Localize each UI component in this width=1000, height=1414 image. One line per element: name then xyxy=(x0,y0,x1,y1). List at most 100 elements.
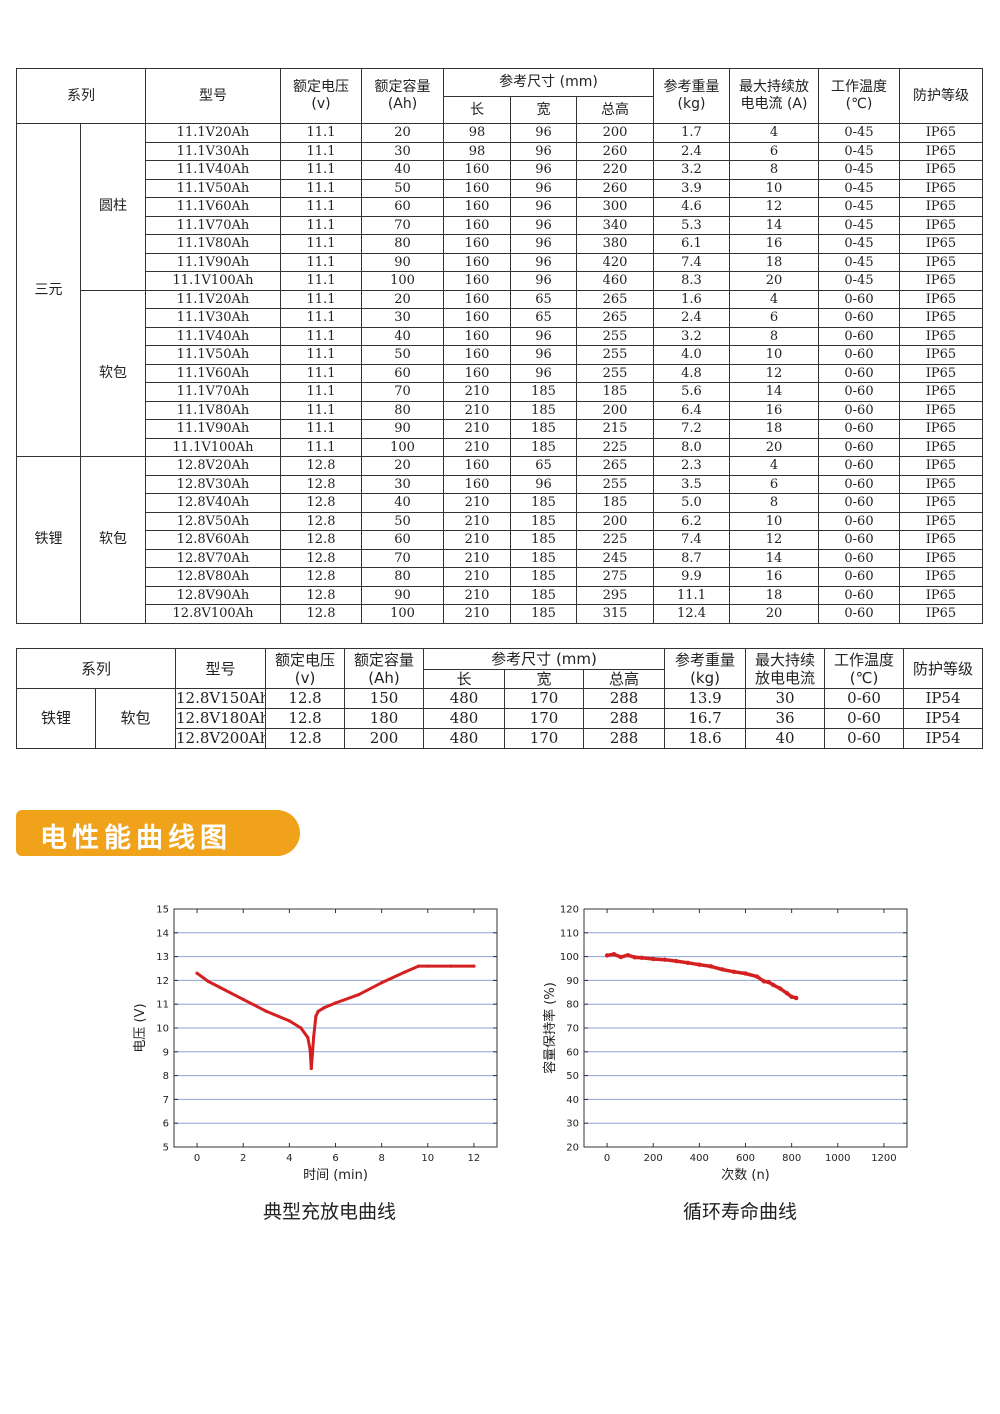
table-row: 11.1V90Ah 11.1 90 210 185 215 7.2 18 0-60 IP65 xyxy=(17,419,983,439)
table-cell: 16 xyxy=(729,234,819,254)
table-cell: 200 xyxy=(576,400,654,420)
table-cell: 288 xyxy=(583,688,666,709)
group-ternary: 三元 xyxy=(16,123,81,457)
table-cell: 20 xyxy=(729,604,819,624)
table-cell: 11.1V90Ah xyxy=(145,419,281,439)
table-cell: 11.1 xyxy=(280,437,362,457)
table-cell: 16 xyxy=(729,400,819,420)
table-cell: 11.1V70Ah xyxy=(145,382,281,402)
group-lfp-pouch: 软包 xyxy=(80,456,146,624)
table-cell: 96 xyxy=(510,123,577,143)
table-cell: 4 xyxy=(729,123,819,143)
table-cell: 96 xyxy=(510,252,577,272)
data-point xyxy=(306,1035,310,1040)
table-cell: 185 xyxy=(510,548,577,568)
table-cell: 20 xyxy=(361,456,444,476)
data-point xyxy=(662,957,667,962)
table-cell: IP65 xyxy=(899,123,983,143)
y-tick-label: 15 xyxy=(156,905,169,916)
table-cell: 10 xyxy=(729,345,819,365)
table-cell: 0-60 xyxy=(818,493,900,513)
y-tick-label: 50 xyxy=(566,1071,579,1082)
table-cell: 12.8 xyxy=(280,567,362,587)
header-voltage: 额定电压 (v) xyxy=(280,68,362,124)
header-weight: 参考重量 (kg) xyxy=(664,648,747,689)
table-cell: 0-45 xyxy=(818,123,900,143)
y-tick-label: 100 xyxy=(560,952,579,963)
table-cell: 12.8 xyxy=(265,708,346,729)
x-tick-label: 0 xyxy=(194,1153,200,1164)
x-tick-label: 200 xyxy=(644,1153,663,1164)
table-cell: 160 xyxy=(443,456,511,476)
table-cell: 4 xyxy=(729,289,819,309)
data-point xyxy=(651,956,656,962)
table-cell: 265 xyxy=(576,308,654,328)
table-cell: IP65 xyxy=(899,308,983,328)
table-cell: 185 xyxy=(510,382,577,402)
table-cell: 16 xyxy=(729,567,819,587)
table-cell: 220 xyxy=(576,160,654,180)
series-line xyxy=(195,964,476,1070)
data-point xyxy=(316,1009,320,1013)
header-height: 总高 xyxy=(583,669,666,689)
table-cell: 90 xyxy=(361,585,444,605)
header-weight: 参考重量 (kg) xyxy=(653,68,730,124)
table-cell: 180 xyxy=(344,708,425,729)
table-cell: 160 xyxy=(443,178,511,198)
table-cell: 0-60 xyxy=(818,530,900,550)
table-cell: 185 xyxy=(510,437,577,457)
table-cell: 0-45 xyxy=(818,141,900,161)
table-cell: 11.1V40Ah xyxy=(145,326,281,346)
table-cell: 65 xyxy=(510,289,577,309)
table-cell: 0-60 xyxy=(818,363,900,383)
table-cell: 60 xyxy=(361,197,444,217)
table-cell: 185 xyxy=(576,493,654,513)
x-tick-label: 600 xyxy=(736,1153,755,1164)
table-cell: 0-60 xyxy=(818,474,900,494)
table-cell: 160 xyxy=(443,234,511,254)
table-cell: 6 xyxy=(729,141,819,161)
table-cell: IP65 xyxy=(899,548,983,568)
y-axis-title: 容量保持率 (%) xyxy=(542,982,558,1074)
table-row: 11.1V80Ah 11.1 80 160 96 380 6.1 16 0-45 IP65 xyxy=(17,234,983,254)
section-title: 电性能曲线图 xyxy=(40,823,232,854)
table-cell: 0-60 xyxy=(818,548,900,568)
table-cell: 12.8V50Ah xyxy=(145,511,281,531)
table-cell: 11.1 xyxy=(280,345,362,365)
table-cell: 5.3 xyxy=(653,215,730,235)
table-cell: 11.1 xyxy=(280,141,362,161)
table-cell: 255 xyxy=(576,363,654,383)
table-row: 11.1V40Ah 11.1 40 160 96 220 3.2 8 0-45 IP65 xyxy=(17,160,983,180)
data-point xyxy=(789,994,794,1000)
table-cell: 18 xyxy=(729,252,819,272)
table-row: 12.8V60Ah 12.8 60 210 185 225 7.4 12 0-60 IP65 xyxy=(17,530,983,550)
table-row: 11.1V100Ah 11.1 100 160 96 460 8.3 20 0-45 IP65 xyxy=(17,271,983,291)
table-cell: 100 xyxy=(361,604,444,624)
table-cell: 12.8V40Ah xyxy=(145,493,281,513)
y-tick-label: 90 xyxy=(566,976,579,987)
table-cell: 0-60 xyxy=(818,326,900,346)
table-cell: 11.1V80Ah xyxy=(145,400,281,420)
table-cell: 6 xyxy=(729,474,819,494)
header-current: 最大持续 放电电流 xyxy=(745,648,826,689)
y-tick-label: 13 xyxy=(156,952,169,963)
table-cell: 4.6 xyxy=(653,197,730,217)
data-point xyxy=(770,982,776,988)
table-cell: 11.1V60Ah xyxy=(145,363,281,383)
table-cell: IP65 xyxy=(899,585,983,605)
data-point xyxy=(322,1006,326,1010)
table-cell: 11.1V100Ah xyxy=(145,437,281,457)
table-cell: 1.6 xyxy=(653,289,730,309)
header-height: 总高 xyxy=(576,96,654,124)
table-cell: 12.8V70Ah xyxy=(145,548,281,568)
y-tick-label: 20 xyxy=(566,1143,579,1154)
table-cell: 255 xyxy=(576,326,654,346)
header-width: 宽 xyxy=(504,669,585,689)
table-cell: 12.8 xyxy=(280,530,362,550)
table-cell: 210 xyxy=(443,382,511,402)
group-pouch: 软包 xyxy=(94,688,177,749)
table-cell: 160 xyxy=(443,160,511,180)
table-cell: 40 xyxy=(745,728,826,749)
data-point xyxy=(618,954,624,960)
table-cell: 210 xyxy=(443,400,511,420)
